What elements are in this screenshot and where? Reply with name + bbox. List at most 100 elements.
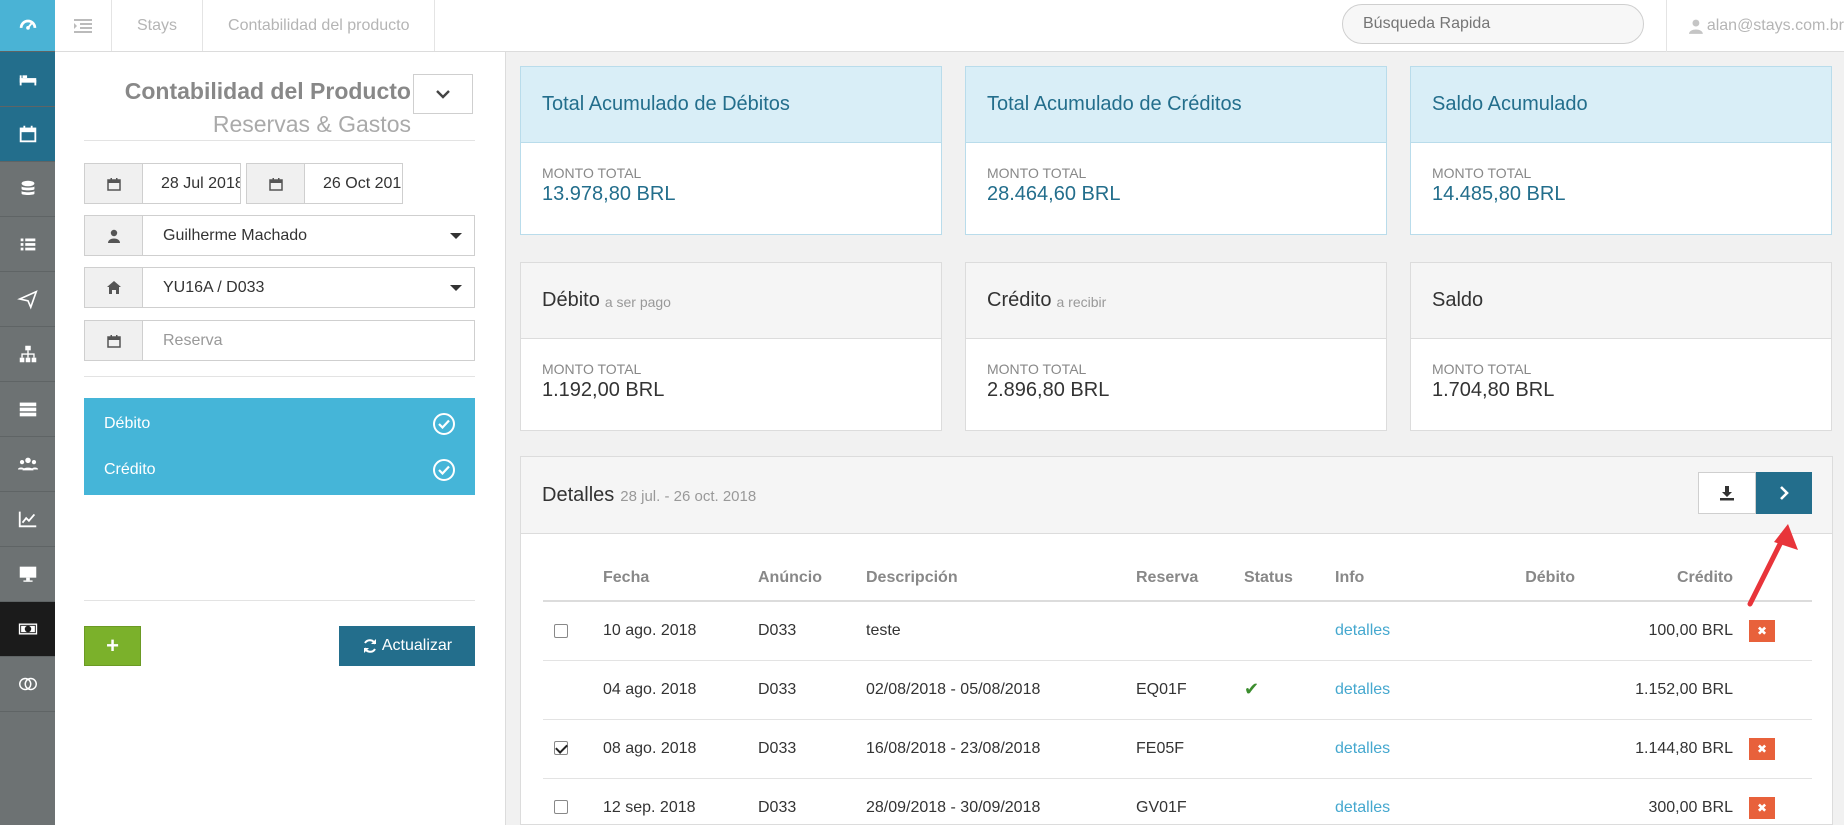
col-status[interactable]: Status (1244, 555, 1335, 602)
check-circle-icon (433, 459, 455, 481)
row-checkbox[interactable] (554, 800, 568, 815)
cell-credito: 1.152,00 BRL (1575, 660, 1733, 720)
col-reserva[interactable]: Reserva (1136, 555, 1244, 602)
database-icon[interactable] (0, 162, 55, 217)
owner-select[interactable]: Guilherme Machado (84, 215, 475, 256)
reserva-input[interactable]: Reserva (163, 331, 223, 349)
paper-plane-icon[interactable] (0, 272, 55, 327)
next-button[interactable] (1756, 472, 1812, 514)
card-label: MONTO TOTAL (542, 165, 642, 181)
col-debito[interactable]: Débito (1455, 555, 1575, 602)
property-select[interactable]: YU16A / D033 (84, 267, 475, 308)
credit-toggle-label: Crédito (104, 461, 156, 478)
card-label: MONTO TOTAL (1432, 165, 1532, 181)
debit-toggle-label: Débito (104, 414, 151, 432)
view-dropdown-button[interactable] (413, 74, 473, 114)
cell-status (1244, 778, 1335, 825)
circles-icon[interactable] (0, 657, 55, 712)
desktop-icon[interactable] (0, 547, 55, 602)
date-to-field[interactable]: 26 Oct 2018 (246, 163, 403, 204)
cell-fecha: 10 ago. 2018 (603, 601, 758, 661)
card-amount: 28.464,60 BRL (987, 183, 1121, 205)
user-icon (85, 216, 143, 255)
cell-fecha: 12 sep. 2018 (603, 778, 758, 825)
sidebar-toggle-button[interactable] (55, 0, 112, 51)
money-icon[interactable] (0, 602, 55, 657)
card-label: MONTO TOTAL (542, 361, 642, 377)
date-from-value[interactable]: 28 Jul 2018 (161, 174, 240, 192)
card-total-credits: Total Acumulado de Créditos MONTO TOTAL … (965, 66, 1387, 235)
cell-debito (1455, 719, 1575, 779)
col-info[interactable]: Info (1335, 555, 1455, 602)
delete-icon[interactable]: ✖ (1749, 619, 1775, 642)
check-icon: ✔ (1244, 679, 1260, 699)
download-button[interactable] (1698, 472, 1756, 514)
card-debit-pending: Débito a ser pago MONTO TOTAL 1.192,00 B… (520, 262, 942, 431)
update-button-label: Actualizar (381, 637, 453, 654)
cell-reserva: GV01F (1136, 778, 1244, 825)
col-credito[interactable]: Crédito (1575, 555, 1733, 602)
cell-anuncio: D033 (758, 719, 866, 779)
calendar-icon (247, 164, 305, 203)
row-checkbox[interactable] (554, 623, 568, 638)
card-title: Total Acumulado de Débitos (521, 67, 941, 143)
card-title: Saldo Acumulado (1411, 67, 1831, 143)
user-email: alan@stays.com.br (1706, 17, 1844, 34)
col-descripcion[interactable]: Descripción (866, 555, 1136, 602)
calendar-icon[interactable] (0, 107, 55, 162)
cell-fecha: 04 ago. 2018 (603, 660, 758, 720)
bed-icon[interactable] (0, 52, 55, 107)
card-subtitle: a recibir (1056, 294, 1107, 310)
line-chart-icon[interactable] (0, 492, 55, 547)
details-link[interactable]: detalles (1335, 739, 1391, 757)
reserva-field[interactable]: Reserva (84, 320, 475, 361)
table-row: 04 ago. 2018 D033 02/08/2018 - 05/08/201… (543, 660, 1812, 720)
card-amount: 13.978,80 BRL (542, 183, 676, 205)
details-title: Detalles (542, 483, 615, 506)
cell-descripcion: teste (866, 601, 1136, 661)
col-fecha[interactable]: Fecha (603, 555, 758, 602)
credit-toggle[interactable]: Crédito (84, 445, 475, 495)
cell-anuncio: D033 (758, 660, 866, 720)
divider (84, 140, 475, 141)
row-checkbox[interactable] (554, 741, 568, 756)
debit-toggle[interactable]: Débito (84, 398, 475, 449)
home-icon (85, 268, 143, 307)
card-title: Crédito (987, 289, 1052, 311)
add-entry-button[interactable]: + (84, 626, 141, 666)
details-header: Detalles 28 jul. - 26 oct. 2018 (521, 457, 1832, 534)
divider (84, 376, 475, 377)
date-from-field[interactable]: 28 Jul 2018 (84, 163, 241, 204)
breadcrumb-current[interactable]: Contabilidad del producto (203, 0, 436, 51)
users-icon[interactable] (0, 437, 55, 492)
cell-descripcion: 02/08/2018 - 05/08/2018 (866, 660, 1136, 720)
card-credit-pending: Crédito a recibir MONTO TOTAL 2.896,80 B… (965, 262, 1387, 431)
icon-rail (0, 0, 55, 825)
card-balance: Saldo MONTO TOTAL 1.704,80 BRL (1410, 262, 1832, 431)
card-label: MONTO TOTAL (987, 165, 1087, 181)
card-subtitle: a ser pago (604, 294, 671, 310)
chevron-right-icon (1780, 486, 1789, 500)
card-amount: 14.485,80 BRL (1432, 183, 1566, 205)
delete-icon[interactable]: ✖ (1749, 796, 1775, 819)
card-amount: 1.704,80 BRL (1432, 379, 1555, 401)
sitemap-icon[interactable] (0, 327, 55, 382)
delete-icon[interactable]: ✖ (1749, 737, 1775, 760)
card-title: Débito (542, 289, 600, 311)
details-link[interactable]: detalles (1335, 680, 1391, 698)
dashboard-icon[interactable] (0, 0, 55, 52)
update-button[interactable]: Actualizar (339, 626, 475, 666)
cell-actions-empty (1733, 660, 1812, 720)
quick-search-input[interactable] (1342, 4, 1644, 44)
calendar-icon (85, 321, 143, 360)
col-anuncio[interactable]: Anúncio (758, 555, 866, 602)
owner-value: Guilherme Machado (163, 226, 308, 244)
breadcrumb-stays[interactable]: Stays (112, 0, 204, 51)
user-menu[interactable]: alan@stays.com.br (1666, 0, 1844, 52)
server-icon[interactable] (0, 382, 55, 437)
list-icon[interactable] (0, 217, 55, 272)
col-select (543, 555, 603, 602)
details-link[interactable]: detalles (1335, 798, 1391, 816)
details-link[interactable]: detalles (1335, 621, 1391, 639)
date-to-value[interactable]: 26 Oct 2018 (323, 174, 402, 192)
